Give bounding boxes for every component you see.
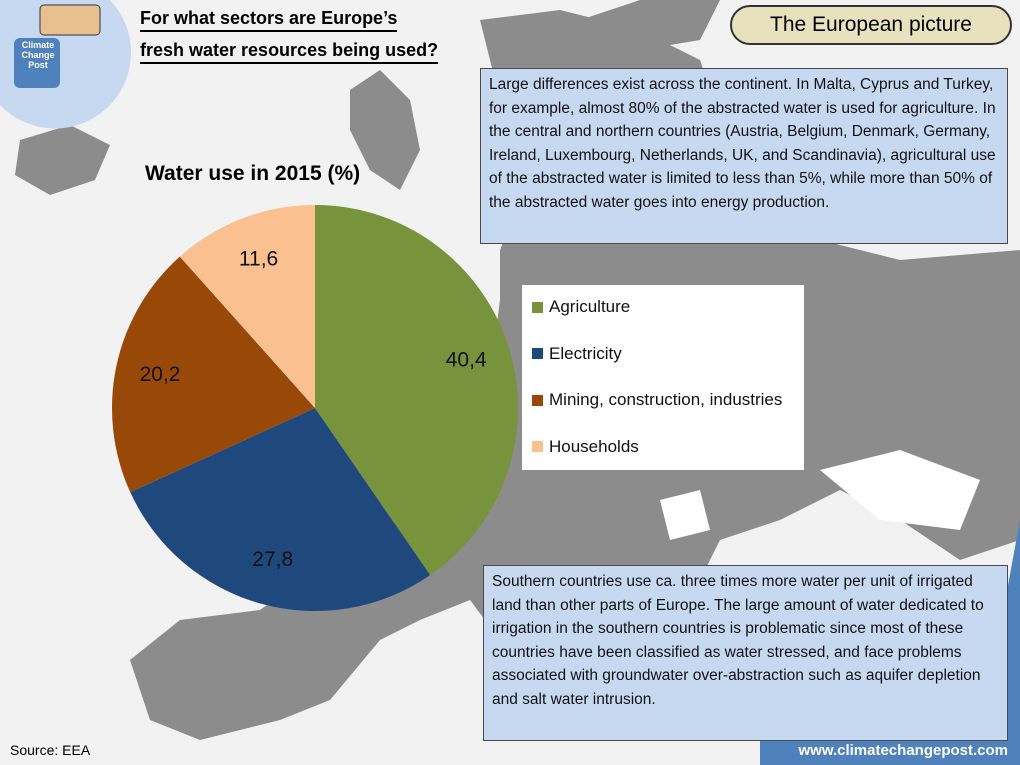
footer-bar — [760, 738, 1020, 765]
pie: 40,4 27,8 20,2 11,6 — [112, 205, 518, 611]
legend-swatch — [532, 441, 543, 452]
title-line: For what sectors are Europe’s — [140, 8, 398, 32]
logo-text: Climate Change Post — [21, 40, 55, 70]
legend-item: Mining, construction, industries — [532, 390, 782, 410]
legend-swatch — [532, 301, 543, 313]
lakes — [660, 450, 980, 540]
legend-label: Electricity — [549, 343, 622, 363]
pie-slice — [112, 256, 315, 493]
legend-item: Agriculture — [532, 297, 630, 317]
title-line: fresh water resources being used? — [140, 40, 439, 64]
website: www.climatechangepost.com — [798, 742, 1009, 759]
text-box: Southern countries use ca. three times m… — [483, 565, 1008, 741]
badge: The European picture — [730, 5, 1012, 45]
pie-slice — [179, 205, 315, 408]
legend-item: Electricity — [532, 344, 622, 364]
source: Source: EEA — [10, 742, 91, 758]
logo-hand — [39, 4, 101, 36]
text-box: Large differences exist across the conti… — [480, 68, 1008, 244]
legend-label: Mining, construction, industries — [549, 390, 783, 409]
chart-title: Water use in 2015 (%) — [145, 162, 361, 185]
legend-swatch — [532, 394, 543, 406]
legend-label: Households — [549, 436, 639, 456]
legend-item: Households — [532, 437, 639, 457]
value-label: 27,8 — [252, 548, 293, 571]
value-label: 20,2 — [140, 363, 181, 386]
legend-swatch — [532, 348, 543, 359]
value-label: 11,6 — [239, 248, 278, 271]
pie-slice — [315, 205, 518, 576]
pie-slice — [130, 408, 431, 611]
legend: Agriculture Electricity Mining, constructi… — [522, 285, 804, 470]
logo-card — [14, 38, 60, 88]
value-label: 40,4 — [446, 349, 487, 372]
legend-label: Agriculture — [549, 297, 631, 316]
